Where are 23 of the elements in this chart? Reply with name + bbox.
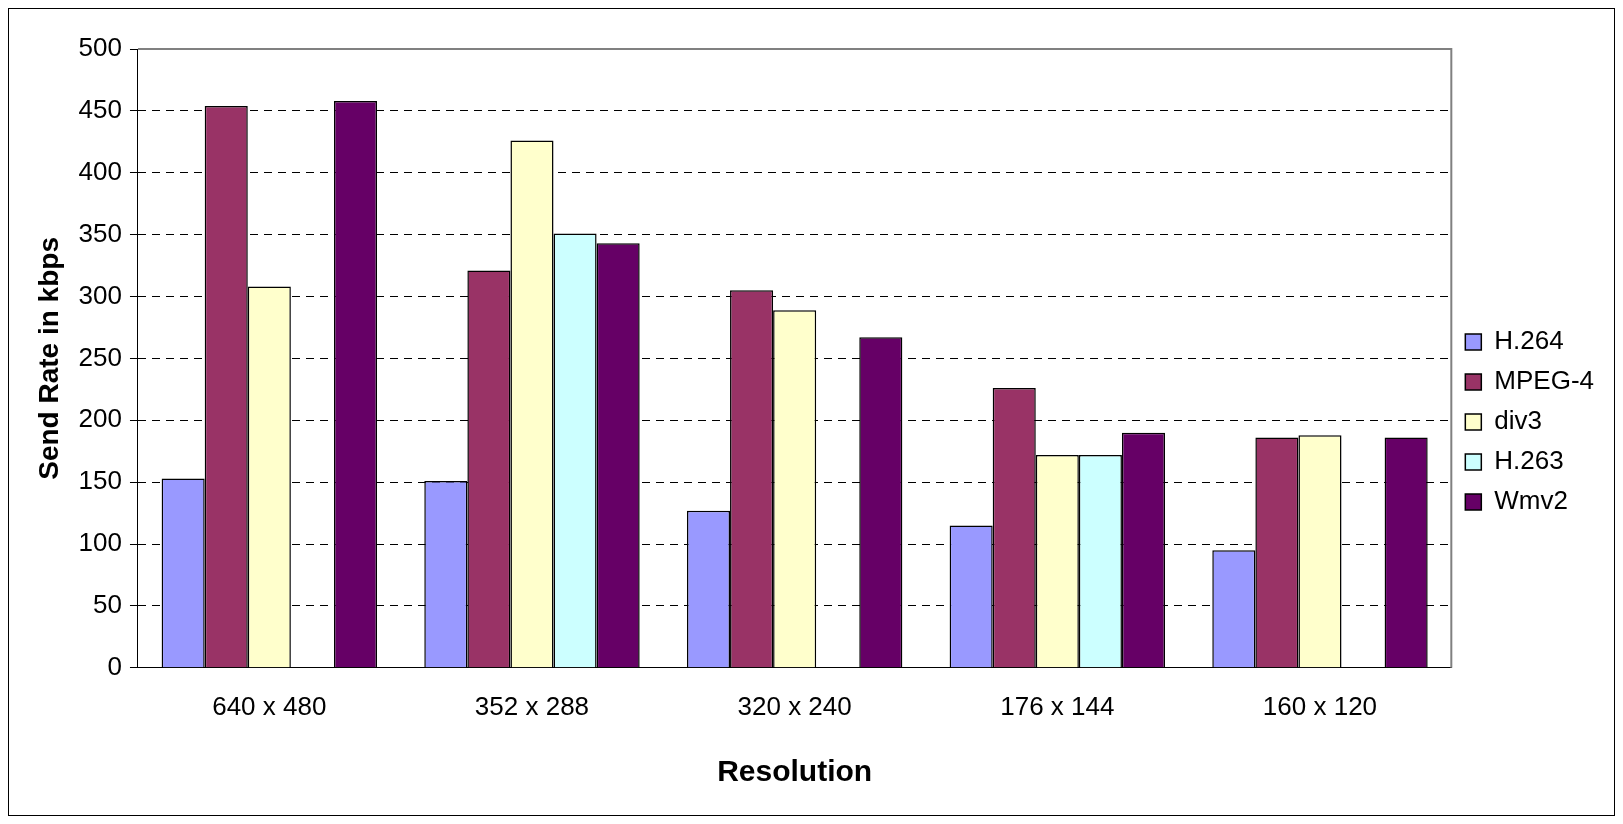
y-tick-label: 250 [78, 341, 122, 372]
x-axis-title: Resolution [717, 754, 873, 788]
legend-label: H.263 [1494, 445, 1564, 476]
y-tick-label: 0 [107, 650, 122, 681]
y-tick-label: 100 [78, 527, 122, 558]
x-tick-label: 640 x 480 [212, 690, 327, 721]
x-tick-label: 320 x 240 [737, 690, 852, 721]
y-tick-label: 200 [78, 403, 122, 434]
x-tick-label: 176 x 144 [1000, 690, 1115, 721]
x-tick-label: 352 x 288 [474, 690, 590, 721]
y-tick-label: 500 [78, 32, 122, 63]
y-tick-label: 400 [78, 155, 122, 186]
y-axis-title: Send Rate in kbps [32, 237, 64, 480]
legend-label: MPEG-4 [1494, 365, 1594, 396]
legend-label: Wmv2 [1494, 485, 1568, 516]
x-tick-label: 160 x 120 [1262, 690, 1378, 721]
legend-label: H.264 [1494, 325, 1564, 356]
legend-label: div3 [1494, 405, 1543, 436]
y-tick-label: 450 [78, 94, 122, 125]
y-tick-label: 300 [78, 279, 122, 310]
y-tick-label: 50 [93, 589, 122, 620]
y-tick-label: 350 [78, 217, 122, 248]
y-tick-label: 150 [78, 465, 122, 496]
